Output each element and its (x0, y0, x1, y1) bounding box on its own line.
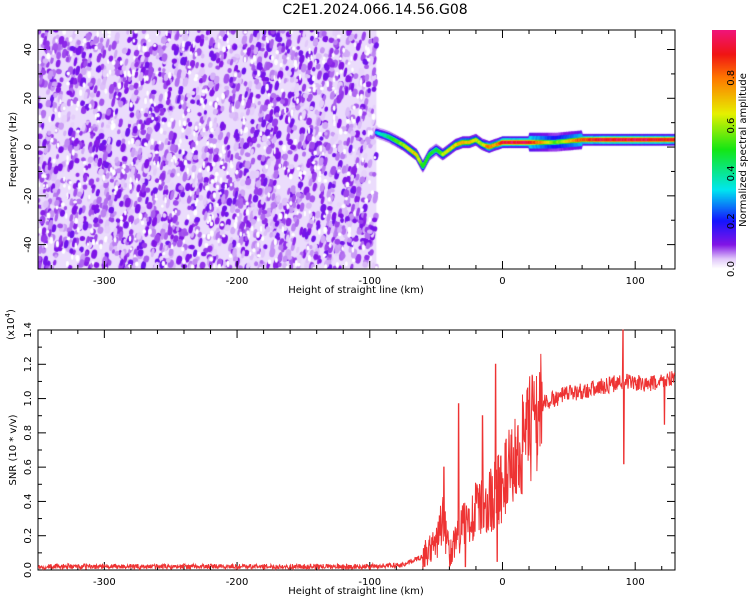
spectrogram-y-tick-label: 40 (23, 43, 34, 56)
spectrogram-x-tick-label: 100 (626, 276, 645, 287)
colorbar-tick-label: 0.2 (726, 213, 737, 229)
colorbar-tick-label: 0.4 (726, 165, 737, 181)
colorbar-tick-label: 0.6 (726, 118, 737, 134)
spectrogram-x-tick-label: -300 (93, 276, 116, 287)
spectrogram-x-tick-label: 0 (499, 276, 505, 287)
snr-scale-label: (x104) (4, 309, 17, 340)
spectrogram-x-tick-label: -100 (358, 276, 381, 287)
snr-x-tick-label: 100 (626, 577, 645, 588)
snr-x-tick-label: -300 (93, 577, 116, 588)
spectrogram-y-axis-label: Frequency (Hz) (8, 112, 19, 188)
colorbar-tick-label: 0.8 (726, 70, 737, 86)
snr-x-tick-label: -100 (358, 577, 381, 588)
colorbar-tick-label: 0.0 (726, 261, 737, 277)
spectrogram-y-tick-label: 20 (23, 92, 34, 105)
spectrogram-x-tick-label: -200 (226, 276, 249, 287)
snr-series-line (37, 329, 676, 571)
snr-y-tick-label: 1.0 (23, 391, 34, 407)
snr-y-tick-label: 0.4 (23, 493, 34, 509)
snr-y-tick-label: 0.6 (23, 459, 34, 475)
spectrogram-heatmap (38, 30, 675, 269)
spectrogram-y-tick-label: -40 (23, 236, 34, 252)
snr-x-tick-label: 0 (499, 577, 505, 588)
snr-x-axis-label: Height of straight line (km) (288, 586, 424, 597)
snr-y-tick-label: 0.8 (23, 425, 34, 441)
snr-y-tick-label: 0.0 (23, 562, 34, 578)
snr-scale-exponent: 4 (4, 312, 12, 317)
spectrogram-y-tick-label: -20 (23, 188, 34, 204)
spectrogram-x-axis-label: Height of straight line (km) (288, 285, 424, 296)
colorbar-label: Normalized spectral amplitude (738, 73, 749, 227)
colorbar (712, 30, 736, 269)
snr-plot-frame (37, 329, 676, 571)
spectrogram-plot-frame (37, 29, 676, 270)
snr-y-tick-label: 1.2 (23, 356, 34, 372)
snr-y-tick-label: 1.4 (23, 322, 34, 338)
snr-y-tick-label: 0.2 (23, 528, 34, 544)
snr-y-axis-label: SNR (10 * v/v) (8, 414, 19, 485)
spectrogram-y-tick-label: 0 (23, 144, 34, 150)
snr-scale-paren: ) (6, 309, 17, 313)
chart-title: C2E1.2024.066.14.56.G08 (282, 2, 468, 18)
snr-x-tick-label: -200 (226, 577, 249, 588)
